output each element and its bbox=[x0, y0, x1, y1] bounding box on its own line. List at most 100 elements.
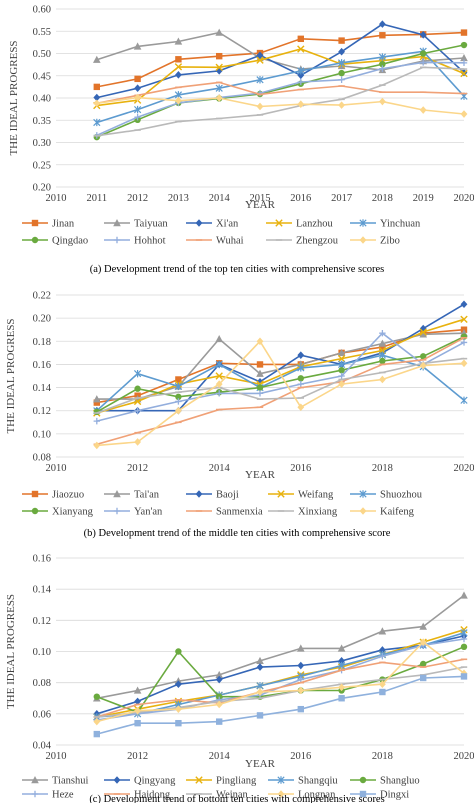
data-point bbox=[256, 337, 264, 346]
data-point bbox=[297, 45, 305, 53]
legend-label: Lanzhou bbox=[296, 219, 333, 230]
data-point bbox=[93, 730, 100, 738]
data-point bbox=[256, 369, 264, 377]
data-point bbox=[256, 76, 264, 84]
y-tick-label: 0.12 bbox=[33, 406, 51, 417]
legend-item: Zhengzou bbox=[266, 236, 339, 247]
legend-item: Pingliang bbox=[186, 776, 257, 787]
x-tick-label: 2020 bbox=[454, 751, 474, 762]
legend-swatch-marker bbox=[31, 236, 39, 244]
series-hohhot bbox=[93, 59, 468, 139]
data-point bbox=[256, 688, 264, 696]
data-point bbox=[174, 37, 183, 45]
data-point bbox=[420, 353, 427, 360]
data-point bbox=[175, 398, 182, 405]
data-point bbox=[175, 648, 182, 655]
data-point bbox=[379, 97, 386, 106]
y-tick-label: 0.16 bbox=[33, 554, 51, 565]
legend-item: Shuozhou bbox=[350, 490, 423, 501]
data-point bbox=[93, 99, 101, 108]
data-point bbox=[379, 60, 386, 68]
data-point bbox=[297, 364, 305, 372]
data-point bbox=[297, 644, 305, 652]
data-point bbox=[297, 686, 305, 695]
legend-swatch-marker bbox=[113, 236, 121, 244]
legend-label: Yinchuan bbox=[380, 219, 421, 230]
data-point bbox=[256, 56, 264, 64]
y-tick-label: 0.12 bbox=[33, 616, 51, 627]
data-point bbox=[379, 20, 386, 28]
data-point bbox=[460, 591, 468, 599]
y-tick-label: 0.08 bbox=[33, 678, 51, 689]
legend-label: Wuhai bbox=[216, 236, 244, 247]
series-line bbox=[96, 632, 465, 718]
series-line bbox=[96, 357, 465, 414]
data-point bbox=[297, 705, 304, 713]
legend-label: Hohhot bbox=[134, 236, 166, 247]
data-point bbox=[460, 29, 468, 36]
y-tick-label: 0.08 bbox=[33, 453, 51, 464]
legend-item: Lanzhou bbox=[266, 219, 333, 230]
data-point bbox=[297, 676, 304, 683]
legend-label: Jiaozuo bbox=[52, 490, 84, 501]
data-point bbox=[337, 354, 346, 363]
data-point bbox=[297, 35, 304, 43]
x-tick-label: 2014 bbox=[209, 751, 231, 762]
data-point bbox=[215, 28, 223, 36]
data-point bbox=[133, 105, 142, 114]
data-point bbox=[419, 330, 427, 338]
legend: Jiaozuo Tai'an Baoji Weifang Shuozhou Xianyan… bbox=[22, 490, 423, 518]
legend: Tianshui Qingyang Pingliang Shangqiu Shanglu… bbox=[22, 776, 420, 801]
figure-caption: (c) Development trend of bottom ten citi… bbox=[89, 794, 384, 803]
legend-item: Sanmenxia bbox=[186, 507, 263, 518]
data-point bbox=[134, 93, 141, 102]
legend-swatch-marker bbox=[31, 507, 39, 515]
y-tick-label: 0.14 bbox=[33, 383, 52, 394]
data-point bbox=[338, 47, 345, 56]
legend-item: Weifang bbox=[268, 490, 334, 501]
data-point bbox=[297, 403, 305, 412]
chart-panel-1: 0.20 0.25 0.30 0.35 0.40 0.45 0.50 0.55 0.60 2010… bbox=[8, 5, 474, 276]
data-point bbox=[297, 67, 305, 75]
data-point bbox=[215, 334, 223, 343]
data-point bbox=[134, 75, 141, 83]
data-point bbox=[419, 31, 427, 39]
series-line bbox=[96, 354, 465, 412]
data-point bbox=[133, 686, 142, 694]
legend-label: Shuozhou bbox=[380, 490, 423, 501]
data-point bbox=[134, 697, 141, 706]
data-point bbox=[419, 622, 427, 630]
y-tick-label: 0.22 bbox=[33, 291, 51, 302]
data-point bbox=[256, 712, 264, 719]
data-point bbox=[216, 52, 223, 60]
data-point bbox=[379, 652, 386, 660]
legend-item: Qingyang bbox=[104, 776, 176, 787]
data-point bbox=[460, 396, 468, 404]
legend-swatch-marker bbox=[359, 236, 367, 244]
data-point bbox=[419, 361, 427, 370]
x-tick-label: 2020 bbox=[454, 463, 474, 474]
x-tick-label: 2016 bbox=[290, 193, 311, 204]
x-tick-label: 2011 bbox=[86, 193, 107, 204]
legend-label: Xi'an bbox=[216, 219, 239, 230]
x-tick-label: 2012 bbox=[127, 463, 148, 474]
legend-item: Weinan bbox=[186, 790, 249, 801]
legend-item: Shangqiu bbox=[268, 776, 338, 787]
data-point bbox=[174, 382, 183, 391]
x-tick-label: 2012 bbox=[127, 751, 148, 762]
legend-label: Tai'an bbox=[134, 490, 160, 501]
legend-item: Qingdao bbox=[22, 236, 88, 247]
data-point bbox=[420, 674, 427, 682]
data-point bbox=[337, 348, 346, 357]
y-axis-label: THE IDEAL PROGRESS bbox=[8, 40, 20, 155]
data-point bbox=[338, 367, 345, 374]
data-point bbox=[379, 32, 386, 39]
data-point bbox=[460, 339, 468, 346]
x-tick-label: 2018 bbox=[372, 463, 393, 474]
data-point bbox=[297, 351, 305, 359]
y-tick-label: 0.35 bbox=[33, 116, 51, 127]
data-point bbox=[215, 675, 223, 684]
legend-label: Taiyuan bbox=[134, 219, 168, 230]
x-tick-label: 2018 bbox=[372, 193, 393, 204]
